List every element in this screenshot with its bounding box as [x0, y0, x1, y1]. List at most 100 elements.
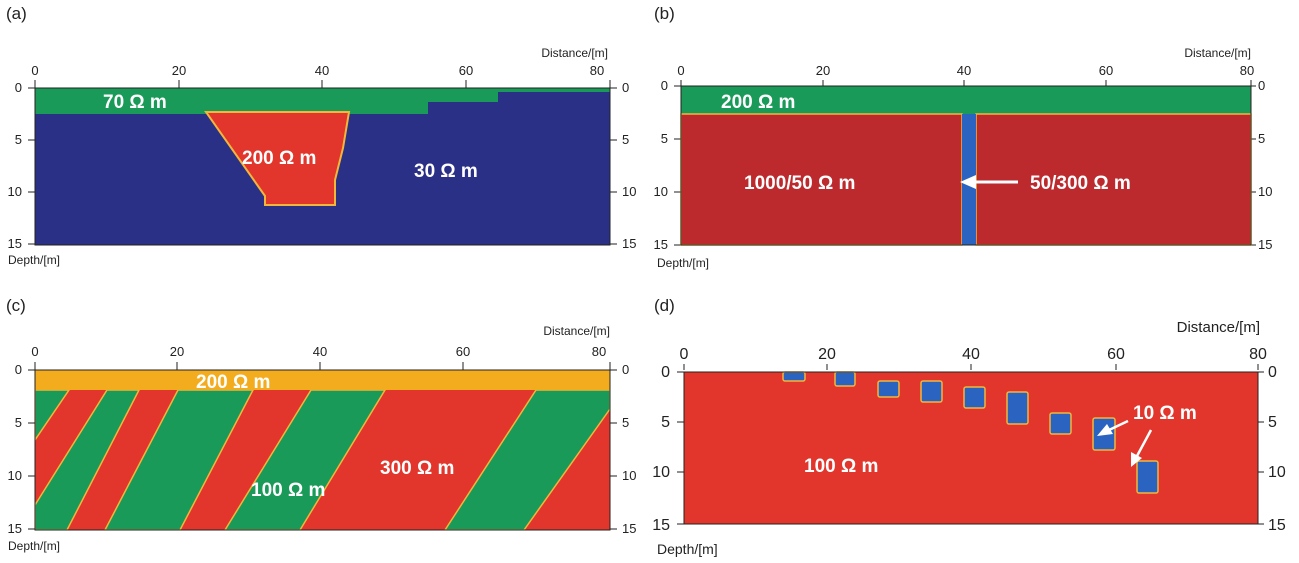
panel-d-frame — [683, 371, 1259, 525]
panel-a-x-ticks: 0 20 40 60 80 — [31, 63, 604, 78]
panel-c-depth-tick: 15 — [8, 521, 22, 536]
panel-d-left-ticks: 0 5 10 15 — [652, 364, 670, 534]
panel-b-depth-label: Depth/[m] — [657, 256, 709, 270]
panel-a-depth-tick: 5 — [15, 132, 22, 147]
panel-d-title: (d) — [654, 296, 675, 315]
panel-d-depth-tick: 15 — [1268, 517, 1286, 534]
panel-b-depth-tick: 15 — [1258, 237, 1272, 252]
panel-d-block — [1006, 391, 1029, 425]
panel-d-x-ticks: 0 20 40 60 80 — [680, 346, 1267, 363]
panel-b-x-tick: 80 — [1240, 63, 1254, 78]
panel-c-x-tick: 80 — [592, 344, 606, 359]
panel-a-distance-label: Distance/[m] — [541, 46, 608, 60]
panel-d-depth-tick: 10 — [652, 464, 670, 481]
panel-c-green-stripes — [35, 389, 610, 530]
panel-c-label-200: 200 Ω m — [196, 372, 270, 393]
panel-d-distance-label: Distance/[m] — [1177, 319, 1260, 336]
panel-a-label-30: 30 Ω m — [414, 161, 478, 182]
panel-a-x-tick: 80 — [590, 63, 604, 78]
panel-c-x-tick: 60 — [456, 344, 470, 359]
panel-b-left-ticks: 0 5 10 15 — [654, 78, 668, 252]
panel-a-x-tick: 20 — [172, 63, 186, 78]
panel-c-depth-tick: 10 — [8, 468, 22, 483]
panel-b-frame — [680, 85, 1252, 246]
panel-a-label-200: 200 Ω m — [242, 148, 316, 169]
panel-c-frame — [34, 369, 611, 531]
panel-c-depth-tick: 10 — [622, 468, 636, 483]
panel-b-label-1000-50: 1000/50 Ω m — [744, 173, 855, 194]
panel-c-title: (c) — [6, 296, 26, 315]
panel-b-x-ticks: 0 20 40 60 80 — [677, 63, 1254, 78]
panel-a-depth-tick: 15 — [8, 236, 22, 251]
panel-d-label-100: 100 Ω m — [804, 456, 878, 477]
panel-a-depth-tick: 0 — [622, 80, 629, 95]
panel-b-x-tick: 20 — [816, 63, 830, 78]
panel-c-distance-label: Distance/[m] — [543, 324, 610, 338]
panel-d-depth-tick: 5 — [1268, 414, 1277, 431]
panel-c-depth-tick: 0 — [15, 362, 22, 377]
panel-d-x-tick: 40 — [962, 346, 980, 363]
panel-d-block — [782, 371, 806, 382]
panel-b-depth-tick: 5 — [1258, 131, 1265, 146]
panel-d-block — [1049, 412, 1072, 435]
panel-d-block — [877, 380, 900, 398]
panel-b-depth-tick: 5 — [661, 131, 668, 146]
panel-a-x-tick: 0 — [31, 63, 38, 78]
panel-a-depth-tick: 15 — [622, 236, 636, 251]
panel-b-left-block — [680, 113, 963, 246]
panel-d-arrow-lower — [1131, 429, 1153, 467]
panel-b-depth-tick: 10 — [654, 184, 668, 199]
panel-d-block — [920, 380, 943, 403]
panel-c-label-100: 100 Ω m — [251, 480, 325, 501]
panel-c-x-tick: 40 — [313, 344, 327, 359]
panel-c: (c) Distance/[m] 0 20 40 60 80 0 5 10 15… — [6, 296, 636, 553]
panel-d-x-tick: 20 — [818, 346, 836, 363]
panel-a-depth-tick: 10 — [622, 184, 636, 199]
panel-d-depth-tick: 10 — [1268, 464, 1286, 481]
panel-a-label-70: 70 Ω m — [103, 92, 167, 113]
panel-b-depth-tick: 0 — [661, 78, 668, 93]
panel-a-anomaly-200 — [204, 111, 351, 206]
panel-d-depth-tick: 0 — [661, 364, 670, 381]
panel-c-top-layer-200 — [35, 370, 610, 390]
panel-a-top-layer-70 — [35, 88, 610, 114]
panel-d-block — [1136, 460, 1159, 494]
panel-b-depth-tick: 0 — [1258, 78, 1265, 93]
panel-c-label-300: 300 Ω m — [380, 458, 454, 479]
panel-b-depth-tick: 10 — [1258, 184, 1272, 199]
panel-a-frame — [34, 87, 611, 246]
panel-c-depth-tick: 5 — [622, 415, 629, 430]
panel-b-depth-tick: 15 — [654, 237, 668, 252]
panel-b-label-200: 200 Ω m — [721, 92, 795, 113]
panel-a: (a) Distance/[m] 0 20 40 60 80 0 5 10 15… — [6, 4, 636, 267]
panel-d-tick-marks — [677, 364, 1264, 525]
panel-b-right-ticks: 0 5 10 15 — [1258, 78, 1272, 252]
panel-d-x-tick: 60 — [1107, 346, 1125, 363]
panel-d-depth-tick: 5 — [661, 414, 670, 431]
panel-a-depth-tick: 0 — [15, 80, 22, 95]
panel-d-depth-tick: 0 — [1268, 364, 1277, 381]
panel-c-depth-tick: 15 — [622, 521, 636, 536]
panel-d-x-tick: 0 — [680, 346, 689, 363]
panel-c-depth-tick: 5 — [15, 415, 22, 430]
panel-c-x-tick: 0 — [31, 344, 38, 359]
panel-a-left-ticks: 0 5 10 15 — [8, 80, 22, 251]
panel-b-x-tick: 60 — [1099, 63, 1113, 78]
panel-a-tick-marks — [28, 80, 617, 245]
panel-d-label-10: 10 Ω m — [1133, 403, 1197, 424]
panel-c-tick-marks — [28, 362, 617, 530]
panel-a-depth-tick: 5 — [622, 132, 629, 147]
panel-c-right-ticks: 0 5 10 15 — [622, 362, 636, 536]
panel-c-left-ticks: 0 5 10 15 — [8, 362, 22, 536]
panel-c-x-tick: 20 — [170, 344, 184, 359]
panel-d-arrow-upper — [1097, 419, 1129, 436]
panel-b-distance-label: Distance/[m] — [1184, 46, 1251, 60]
panel-a-x-tick: 60 — [459, 63, 473, 78]
panel-b-x-tick: 0 — [677, 63, 684, 78]
panel-d-x-tick: 80 — [1249, 346, 1267, 363]
panel-c-depth-tick: 0 — [622, 362, 629, 377]
panel-d-depth-tick: 15 — [652, 517, 670, 534]
panel-a-depth-label: Depth/[m] — [8, 253, 60, 267]
panel-b-label-50-300: 50/300 Ω m — [1030, 173, 1131, 194]
